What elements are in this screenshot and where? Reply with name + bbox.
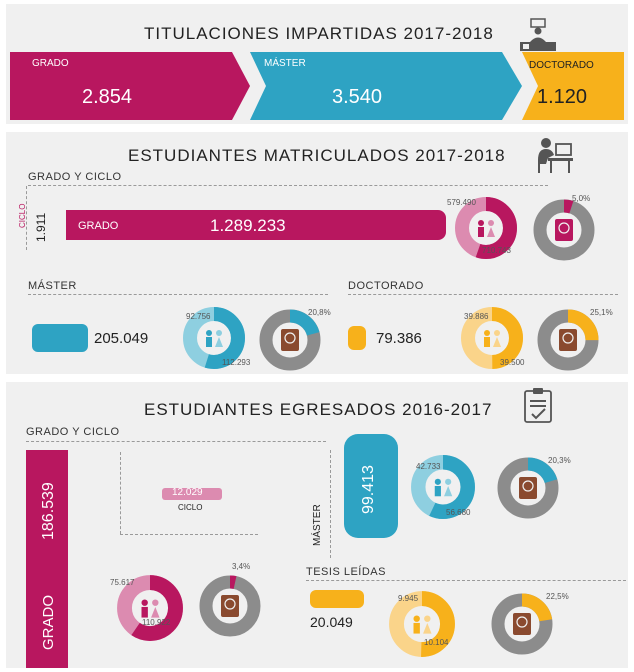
matriculados-title: ESTUDIANTES MATRICULADOS 2017-2018 <box>128 146 506 165</box>
teacher-desk-icon <box>520 18 556 51</box>
grado-men-value: 710.743 <box>482 246 511 255</box>
master-banner-value: 3.540 <box>332 86 383 108</box>
tesis-foreign-pct: 22,5% <box>546 592 569 601</box>
grado-bar-value: 1.289.233 <box>210 216 286 235</box>
master-value: 205.049 <box>94 330 149 347</box>
master-banner <box>250 52 522 120</box>
egresados-ciclo-value: 12.029 <box>172 487 203 498</box>
egresados-master-label: MÁSTER <box>312 504 323 546</box>
master-gender-donut <box>183 307 245 369</box>
student-computer-icon <box>538 138 573 173</box>
tesis-men: 10.104 <box>424 638 449 647</box>
master-men-value: 112.293 <box>222 358 251 367</box>
master-women-value: 92.756 <box>186 312 211 321</box>
egresados-master-gender-donut <box>411 455 475 519</box>
egresados-master-bar <box>344 434 398 538</box>
egresados-grado-label: GRADO <box>40 594 57 650</box>
egresados-master-foreign-pct: 20,3% <box>548 456 571 465</box>
doctorado-banner <box>522 52 624 120</box>
grado-foreign-pct: 5,0% <box>572 194 591 203</box>
grado-women-value: 579.490 <box>447 198 476 207</box>
egresados-divider-top <box>26 441 326 442</box>
ciclo-bracket-vertical <box>120 452 121 534</box>
doctorado-banner-label: DOCTORADO <box>529 60 594 71</box>
matriculados-doctorado-heading: DOCTORADO <box>348 280 424 292</box>
egresados-ciclo-bar <box>162 488 222 500</box>
clipboard-check-icon <box>524 388 552 423</box>
egresados-ciclo-label: CICLO <box>178 503 203 512</box>
grado-bar-label: GRADO <box>78 220 119 232</box>
grado-foreign-donut <box>533 199 595 261</box>
egresados-title: ESTUDIANTES EGRESADOS 2016-2017 <box>144 400 493 419</box>
tesis-bar <box>310 590 364 608</box>
egresados-panel: ESTUDIANTES EGRESADOS 2016-2017 GRADO Y … <box>6 382 628 668</box>
master-foreign-donut <box>259 309 321 371</box>
doctorado-gender-donut <box>461 307 523 369</box>
egresados-master-foreign-donut <box>497 457 559 519</box>
ciclo-label: CICLO <box>18 203 27 228</box>
matriculados-master-divider <box>28 294 328 295</box>
doctorado-women-value: 39.886 <box>464 312 489 321</box>
titulaciones-title: TITULACIONES IMPARTIDAS 2017-2018 <box>144 24 494 43</box>
matriculados-master-heading: MÁSTER <box>28 280 77 292</box>
egresados-grado-ciclo-heading: GRADO Y CICLO <box>26 426 120 438</box>
ciclo-vertical-divider <box>26 186 27 250</box>
titulaciones-panel: TITULACIONES IMPARTIDAS 2017-2018 GRADO … <box>6 4 628 124</box>
doctorado-foreign-donut <box>537 309 599 371</box>
tesis-value: 20.049 <box>310 614 353 630</box>
egresados-master-women: 42.733 <box>416 462 441 471</box>
grado-banner-value: 2.854 <box>82 86 133 108</box>
ciclo-bracket-horizontal <box>120 534 258 535</box>
matriculados-divider-top <box>28 185 548 186</box>
tesis-gender-donut <box>389 591 455 657</box>
master-foreign-pct: 20,8% <box>308 308 331 317</box>
doctorado-foreign-pct: 25,1% <box>590 308 613 317</box>
egresados-grado-value: 186.539 <box>40 482 57 540</box>
egresados-grado-men: 110.922 <box>142 618 171 627</box>
grado-banner <box>10 52 250 120</box>
egresados-master-vertical-divider <box>330 450 331 558</box>
doctorado-banner-value: 1.120 <box>537 86 588 108</box>
tesis-women: 9.945 <box>398 594 419 603</box>
doctorado-men-value: 39.500 <box>500 358 525 367</box>
egresados-grado-bar <box>26 450 68 668</box>
tesis-divider <box>306 580 626 581</box>
master-banner-label: MÁSTER <box>264 58 306 69</box>
grado-bar <box>66 210 446 240</box>
ciclo-value: 1.911 <box>34 212 48 242</box>
egresados-grado-foreign-donut <box>199 575 261 637</box>
egresados-master-value: 99.413 <box>360 465 377 514</box>
egresados-master-men: 56.680 <box>446 508 471 517</box>
grado-gender-donut <box>455 197 517 259</box>
matriculados-grado-ciclo-heading: GRADO Y CICLO <box>28 171 122 183</box>
master-bar <box>32 324 88 352</box>
grado-banner-label: GRADO <box>32 58 69 69</box>
doctorado-value: 79.386 <box>376 330 422 347</box>
egresados-grado-foreign-pct: 3,4% <box>232 562 251 571</box>
tesis-heading: TESIS LEÍDAS <box>306 566 386 578</box>
tesis-foreign-donut <box>491 593 553 655</box>
matriculados-panel: ESTUDIANTES MATRICULADOS 2017-2018 GRADO… <box>6 132 628 374</box>
egresados-grado-gender-donut <box>117 575 183 641</box>
matriculados-doctorado-divider <box>348 294 618 295</box>
egresados-grado-women: 75.617 <box>110 578 135 587</box>
doctorado-bar <box>348 326 366 350</box>
